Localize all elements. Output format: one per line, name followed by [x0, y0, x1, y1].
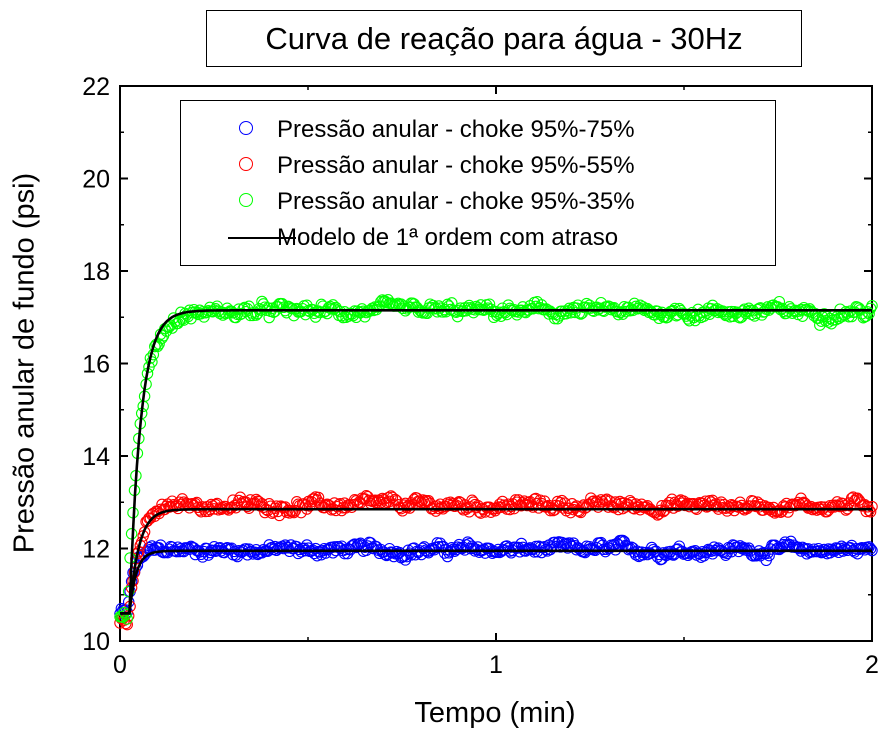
data-point-series-1 — [838, 542, 851, 554]
data-point-series-2 — [706, 494, 719, 507]
data-point-series-3 — [773, 295, 786, 308]
data-point-series-3 — [412, 306, 425, 318]
legend-label: Pressão anular - choke 95%-55% — [277, 152, 635, 179]
data-point-series-2 — [431, 500, 444, 512]
x-tick-label: 0 — [113, 651, 127, 679]
data-point-series-3 — [122, 585, 135, 598]
data-point-series-2 — [191, 496, 203, 509]
data-point-series-2 — [657, 505, 670, 518]
data-point-series-2 — [225, 501, 238, 514]
data-point-series-2 — [250, 493, 262, 506]
data-point-series-1 — [461, 536, 474, 548]
x-axis-label: Tempo (min) — [414, 697, 576, 729]
data-point-series-3 — [241, 303, 254, 315]
data-point-series-2 — [120, 617, 132, 630]
data-point-series-3 — [585, 302, 597, 314]
x-tick-label: 1 — [489, 651, 503, 679]
data-point-series-1 — [757, 546, 770, 559]
data-point-series-3 — [798, 301, 810, 314]
data-point-series-2 — [312, 491, 325, 504]
data-point-series-2 — [430, 505, 442, 517]
y-tick-label: 14 — [82, 443, 110, 471]
data-point-series-1 — [644, 547, 657, 560]
model-line-2 — [120, 507, 872, 615]
data-point-series-2 — [402, 500, 415, 512]
y-tick-label: 22 — [82, 73, 110, 101]
axis-ticks — [119, 85, 873, 642]
legend-item-series-1: Pressão anular - choke 95%-75% — [181, 112, 775, 148]
data-point-series-3 — [396, 302, 409, 315]
legend: Pressão anular - choke 95%-75% Pressão a… — [180, 100, 776, 266]
data-point-series-2 — [801, 500, 813, 512]
data-point-series-3 — [519, 306, 532, 319]
data-point-series-3 — [575, 308, 587, 320]
data-point-series-2 — [538, 495, 551, 507]
data-point-series-2 — [483, 501, 496, 514]
y-tick-label: 16 — [82, 351, 110, 379]
data-point-series-1 — [490, 546, 503, 558]
data-point-series-2 — [866, 500, 878, 513]
data-point-series-2 — [311, 494, 323, 506]
x-tick-label: 2 — [865, 651, 879, 679]
data-point-series-2 — [369, 494, 381, 506]
data-point-series-2 — [173, 496, 186, 508]
y-axis-label: Pressão anular de fundo (psi) — [8, 172, 41, 554]
data-point-series-1 — [864, 542, 877, 555]
data-point-series-3 — [532, 302, 545, 315]
data-point-series-3 — [635, 302, 648, 315]
data-point-series-3 — [314, 306, 326, 319]
data-point-series-3 — [861, 306, 874, 318]
legend-label: Pressão anular - choke 95%-35% — [277, 188, 635, 215]
data-point-series-1 — [863, 541, 875, 553]
legend-marker-blue — [239, 121, 253, 135]
data-point-series-3 — [851, 301, 864, 313]
data-point-series-3 — [406, 297, 419, 309]
model-line-3 — [120, 309, 872, 615]
chart-title: Curva de reação para água - 30Hz — [206, 10, 802, 67]
data-point-series-2 — [315, 500, 328, 512]
data-point-series-3 — [863, 307, 875, 320]
legend-marker-green — [239, 193, 253, 207]
legend-marker-red — [239, 157, 253, 171]
data-point-series-3 — [431, 306, 444, 318]
legend-item-series-3: Pressão anular - choke 95%-35% — [181, 184, 775, 220]
data-point-series-1 — [364, 537, 377, 549]
data-point-series-1 — [563, 537, 575, 549]
y-tick-label: 10 — [82, 628, 110, 656]
scatter-points — [114, 294, 878, 631]
legend-item-model: Modelo de 1ª ordem com atraso — [181, 220, 775, 256]
data-point-series-2 — [556, 494, 568, 507]
data-point-series-3 — [309, 311, 322, 323]
data-point-series-2 — [609, 496, 622, 508]
data-point-series-3 — [446, 297, 458, 309]
data-point-series-3 — [573, 307, 586, 319]
data-point-series-2 — [673, 495, 686, 507]
data-point-series-2 — [601, 493, 613, 506]
data-point-series-3 — [812, 312, 825, 324]
legend-line-black — [228, 237, 296, 239]
legend-item-series-2: Pressão anular - choke 95%-55% — [181, 148, 775, 184]
model-line-1 — [120, 549, 872, 615]
model-lines — [120, 309, 872, 615]
y-tick-label: 20 — [82, 166, 110, 194]
legend-label: Modelo de 1ª ordem com atraso — [277, 224, 619, 251]
legend-label: Pressão anular - choke 95%-75% — [277, 116, 635, 143]
data-point-series-1 — [298, 542, 310, 554]
y-tick-label: 12 — [82, 536, 110, 564]
data-point-series-2 — [489, 504, 502, 517]
data-point-series-3 — [172, 317, 184, 330]
data-point-series-2 — [864, 506, 877, 518]
data-point-series-1 — [389, 547, 402, 560]
data-point-series-3 — [486, 305, 499, 318]
data-point-series-2 — [669, 496, 681, 509]
data-point-series-1 — [785, 535, 797, 548]
y-tick-label: 18 — [82, 258, 110, 286]
